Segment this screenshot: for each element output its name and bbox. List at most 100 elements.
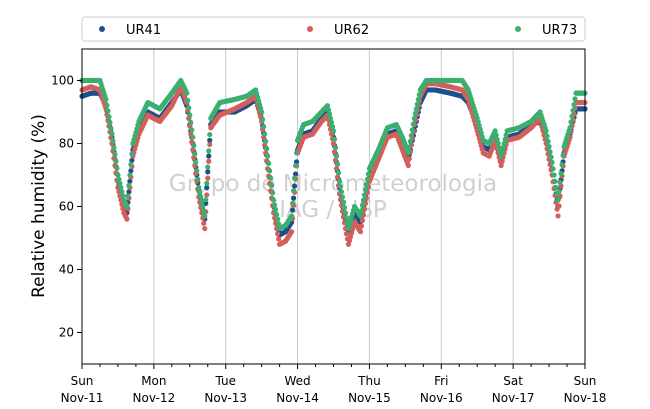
data-point	[202, 213, 208, 219]
data-point	[405, 162, 411, 169]
data-point	[546, 144, 552, 150]
data-point	[266, 160, 272, 167]
data-point	[560, 152, 566, 159]
legend-marker-ur41	[99, 26, 105, 32]
data-point	[201, 208, 207, 214]
data-point	[339, 194, 346, 200]
data-point	[207, 131, 213, 138]
data-point	[120, 206, 126, 212]
data-point	[290, 195, 297, 201]
data-point	[129, 151, 135, 157]
data-point	[272, 202, 278, 208]
data-point	[545, 138, 551, 144]
data-point	[572, 96, 578, 102]
watermark: Grupo de Micrometeorologia IAG / USP	[169, 171, 497, 223]
data-point	[410, 121, 416, 127]
data-point	[116, 176, 122, 182]
data-point	[111, 145, 117, 151]
data-point	[416, 92, 422, 98]
data-point	[204, 185, 210, 191]
data-point	[119, 189, 125, 195]
data-point	[362, 187, 369, 193]
data-point	[108, 125, 114, 131]
x-tick-day: Sat	[503, 374, 523, 388]
data-point	[501, 140, 507, 147]
data-point	[330, 128, 337, 134]
data-point	[496, 145, 502, 151]
data-point	[413, 106, 419, 112]
data-point	[500, 145, 506, 151]
data-point	[205, 169, 211, 175]
data-point	[202, 225, 208, 232]
data-point	[547, 149, 553, 155]
x-tick-date: Nov-14	[276, 391, 319, 405]
data-point	[499, 149, 505, 155]
data-point	[407, 138, 413, 144]
data-point	[264, 146, 270, 152]
data-point	[555, 197, 561, 203]
data-point	[335, 170, 342, 176]
x-tick-day: Mon	[141, 374, 166, 388]
data-point	[365, 171, 372, 177]
data-point	[267, 168, 273, 174]
data-point	[187, 112, 193, 118]
data-point	[185, 97, 191, 104]
data-point	[498, 153, 504, 159]
data-point	[276, 236, 282, 242]
data-point	[338, 189, 345, 195]
data-point	[104, 102, 110, 108]
data-point	[273, 207, 279, 213]
data-point	[126, 189, 132, 195]
data-point	[289, 200, 296, 206]
data-point	[184, 90, 190, 96]
data-point	[290, 188, 297, 194]
data-point	[125, 193, 131, 199]
x-tick-day: Sun	[71, 374, 94, 388]
data-point	[288, 213, 295, 219]
data-point	[571, 102, 577, 108]
data-point	[549, 159, 555, 165]
data-point	[204, 180, 210, 186]
legend: UR41 UR62 UR73	[81, 16, 586, 42]
data-point	[124, 216, 130, 222]
data-point	[269, 182, 275, 189]
data-point	[112, 151, 118, 158]
data-point	[198, 194, 204, 200]
data-point	[358, 223, 365, 229]
x-tick-day: Tue	[214, 374, 236, 388]
data-point	[359, 217, 366, 224]
data-point	[127, 178, 133, 184]
data-point	[492, 128, 498, 134]
data-point	[288, 229, 295, 235]
data-point	[189, 127, 195, 133]
data-point	[207, 137, 213, 143]
data-point	[127, 172, 133, 178]
data-point	[113, 158, 119, 164]
x-tick-day: Fri	[434, 374, 448, 388]
y-tick-label: 20	[59, 326, 74, 340]
data-point	[206, 148, 212, 154]
legend-marker-ur73	[515, 26, 521, 32]
x-tick-day: Thu	[357, 374, 381, 388]
data-point	[552, 178, 558, 184]
data-points	[79, 77, 588, 247]
data-point	[126, 182, 132, 189]
data-point	[550, 166, 556, 172]
x-tick-date: Nov-16	[420, 391, 463, 405]
data-point	[342, 210, 349, 216]
series-ur73	[79, 77, 588, 232]
data-point	[271, 197, 277, 203]
data-point	[195, 176, 201, 182]
data-point	[498, 162, 504, 169]
data-point	[327, 115, 334, 121]
legend-marker-ur62	[307, 26, 313, 32]
data-point	[333, 153, 340, 159]
data-point	[109, 131, 115, 137]
data-point	[103, 96, 109, 102]
data-point	[265, 153, 271, 159]
data-point	[291, 175, 298, 181]
data-point	[268, 175, 274, 181]
data-point	[340, 199, 347, 205]
data-point	[200, 203, 206, 210]
